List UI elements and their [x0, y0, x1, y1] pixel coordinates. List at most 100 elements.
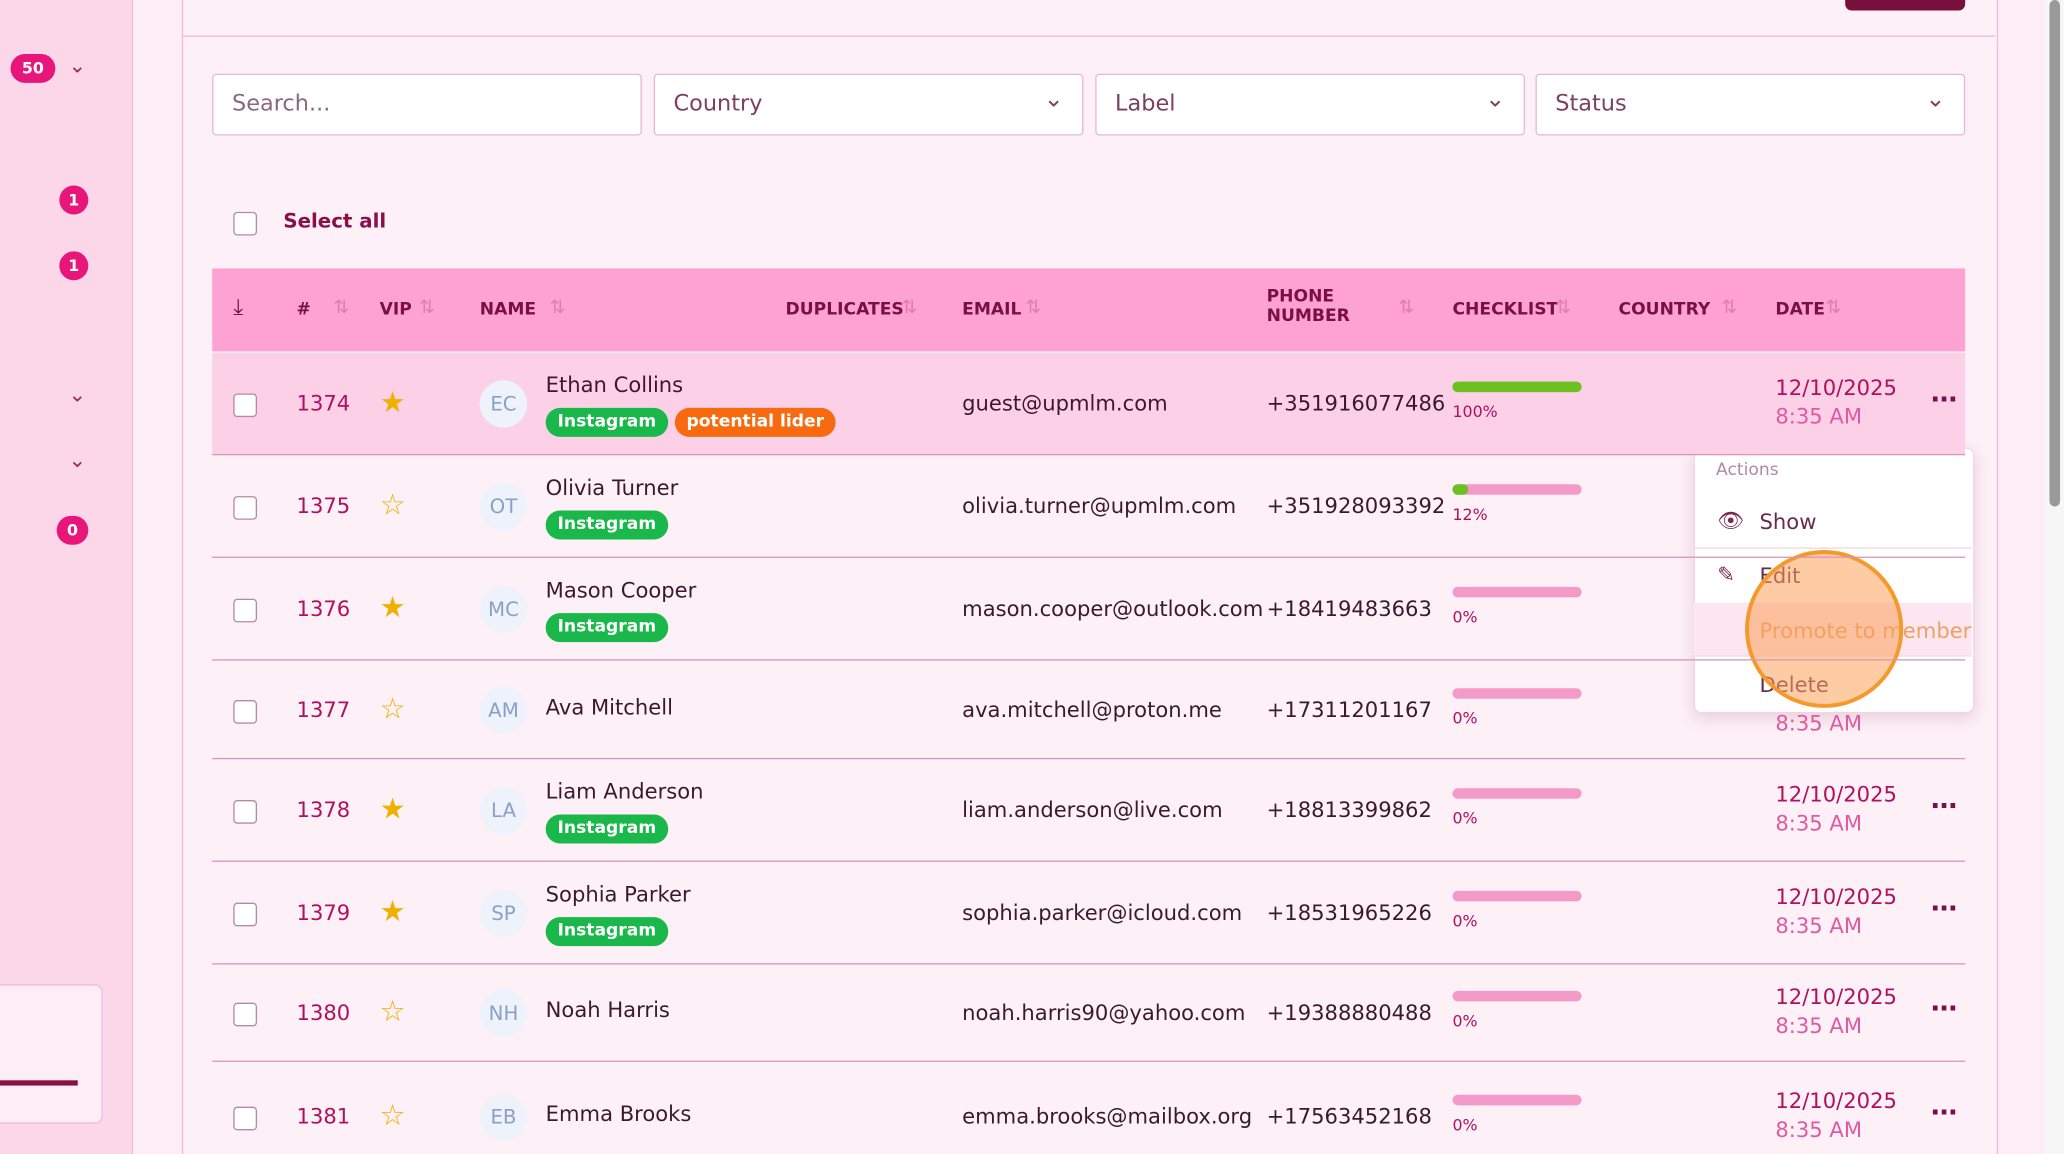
name[interactable]: Sophia Parker — [545, 881, 691, 907]
time: 8:35 AM — [1775, 403, 1863, 429]
row-actions[interactable]: ⋯ — [1930, 992, 1958, 1024]
chevron[interactable]: ⌄ — [68, 52, 87, 78]
checkbox[interactable] — [233, 496, 258, 520]
avatar: NH — [479, 989, 528, 1037]
sidebar — [0, 0, 134, 1154]
sort-icon[interactable]: ⇅ — [1825, 297, 1841, 319]
vip-star[interactable]: ☆ — [379, 489, 406, 523]
header-cell[interactable]: DATE — [1775, 300, 1825, 320]
checklist-label: 0% — [1452, 607, 1478, 627]
row-id: 1378 — [296, 797, 351, 823]
checklist-track — [1452, 990, 1582, 1002]
sort-icon[interactable]: ⇅ — [549, 297, 566, 319]
time: 8:35 AM — [1775, 1013, 1863, 1039]
date: 12/10/2025 — [1775, 884, 1897, 910]
scrollbar-thumb[interactable] — [2049, 0, 2061, 507]
checklist-bar — [1452, 484, 1468, 495]
email: ava.mitchell@proton.me — [962, 696, 1222, 722]
avatar: OT — [479, 482, 528, 531]
checkbox[interactable] — [233, 1002, 258, 1027]
checkbox[interactable] — [233, 1105, 258, 1130]
date: 12/10/2025 — [1775, 781, 1897, 807]
header-cell[interactable]: NAME — [479, 300, 537, 320]
phone: +351916077486 — [1266, 390, 1446, 416]
vip-star[interactable]: ☆ — [379, 1099, 406, 1133]
avatar: MC — [479, 585, 528, 633]
country-select[interactable]: Country ⌄ — [653, 73, 1084, 136]
header-cell[interactable]: VIP — [379, 300, 412, 320]
vip-star[interactable]: ★ — [379, 386, 406, 420]
header-cell[interactable]: EMAIL — [962, 300, 1022, 320]
divider — [181, 35, 1996, 37]
button[interactable] — [1845, 0, 1966, 11]
icon: 👁 — [1717, 507, 1745, 533]
checkbox[interactable] — [233, 393, 258, 418]
menu-item[interactable]: Show — [1759, 509, 1817, 535]
status-select[interactable]: Status ⌄ — [1535, 73, 1966, 136]
export-icon[interactable]: ⤓ — [233, 294, 244, 322]
checkbox[interactable] — [233, 902, 258, 927]
search-input[interactable]: Search... — [212, 73, 642, 136]
name[interactable]: Ava Mitchell — [545, 694, 673, 720]
header-cell[interactable]: CHECKLIST — [1452, 300, 1559, 320]
vip-star[interactable]: ★ — [379, 592, 406, 626]
name[interactable]: Mason Cooper — [545, 577, 697, 603]
checklist-label: 0% — [1452, 809, 1478, 828]
sort-icon[interactable]: ⇅ — [1721, 297, 1737, 319]
checklist-track — [1452, 687, 1582, 699]
chevron[interactable]: ⌄ — [68, 381, 87, 407]
checklist-bar — [1452, 381, 1582, 393]
checklist-label: 12% — [1452, 505, 1488, 524]
sort-icon[interactable]: ⇅ — [419, 297, 435, 319]
checklist-track — [1452, 1094, 1582, 1105]
vip-star[interactable]: ★ — [379, 896, 406, 929]
name[interactable]: Noah Harris — [545, 997, 670, 1023]
name[interactable]: Emma Brooks — [545, 1100, 692, 1126]
name[interactable]: Liam Anderson — [545, 778, 704, 804]
row-actions[interactable]: ⋯ — [1930, 382, 1958, 415]
email: olivia.turner@upmlm.com — [962, 493, 1237, 519]
vip-star[interactable]: ☆ — [379, 692, 406, 726]
sort-icon[interactable]: ⇅ — [901, 297, 917, 319]
sort-icon[interactable]: ⇅ — [333, 297, 349, 319]
phone: +351928093392 — [1266, 493, 1446, 519]
row-divider — [212, 659, 1966, 661]
time: 8:35 AM — [1775, 810, 1863, 836]
header-cell[interactable]: PHONE NUMBER — [1266, 286, 1350, 327]
checklist-track — [1452, 586, 1582, 598]
sort-icon[interactable]: ⇅ — [1398, 297, 1414, 319]
vip-star[interactable]: ★ — [379, 793, 406, 827]
checklist-label: 0% — [1452, 911, 1478, 931]
date: 12/10/2025 — [1775, 1087, 1897, 1113]
chevron[interactable]: ⌄ — [68, 447, 87, 473]
row-actions[interactable]: ⋯ — [1930, 1095, 1958, 1128]
date: 12/10/2025 — [1775, 984, 1897, 1010]
date: 12/10/2025 — [1775, 375, 1897, 401]
select-all[interactable]: Select all — [283, 209, 387, 233]
vip-star[interactable]: ☆ — [379, 996, 406, 1029]
badge: 0 — [56, 515, 89, 545]
header-cell[interactable]: DUPLICATES — [785, 300, 904, 320]
per-page-badge[interactable]: 50 — [10, 53, 56, 83]
tag: Instagram — [545, 917, 669, 947]
header-cell[interactable]: # — [296, 300, 311, 320]
row-actions[interactable]: ⋯ — [1930, 892, 1958, 924]
tag: Instagram — [545, 407, 669, 437]
checkbox[interactable] — [233, 699, 258, 724]
row-divider — [212, 963, 1966, 965]
progress — [0, 1080, 78, 1086]
row-id: 1379 — [296, 900, 351, 926]
email: liam.anderson@live.com — [962, 797, 1223, 823]
row-id: 1374 — [296, 390, 351, 416]
time: 8:35 AM — [1775, 709, 1863, 735]
checkbox[interactable] — [233, 211, 258, 236]
header-cell[interactable]: COUNTRY — [1618, 300, 1711, 320]
sort-icon[interactable]: ⇅ — [1555, 297, 1571, 319]
checkbox[interactable] — [233, 598, 258, 623]
checkbox[interactable] — [233, 800, 258, 824]
label-select[interactable]: Label ⌄ — [1095, 73, 1525, 136]
row-actions[interactable]: ⋯ — [1930, 789, 1958, 822]
sort-icon[interactable]: ⇅ — [1025, 297, 1041, 319]
name[interactable]: Olivia Turner — [545, 475, 679, 501]
name[interactable]: Ethan Collins — [545, 372, 684, 398]
